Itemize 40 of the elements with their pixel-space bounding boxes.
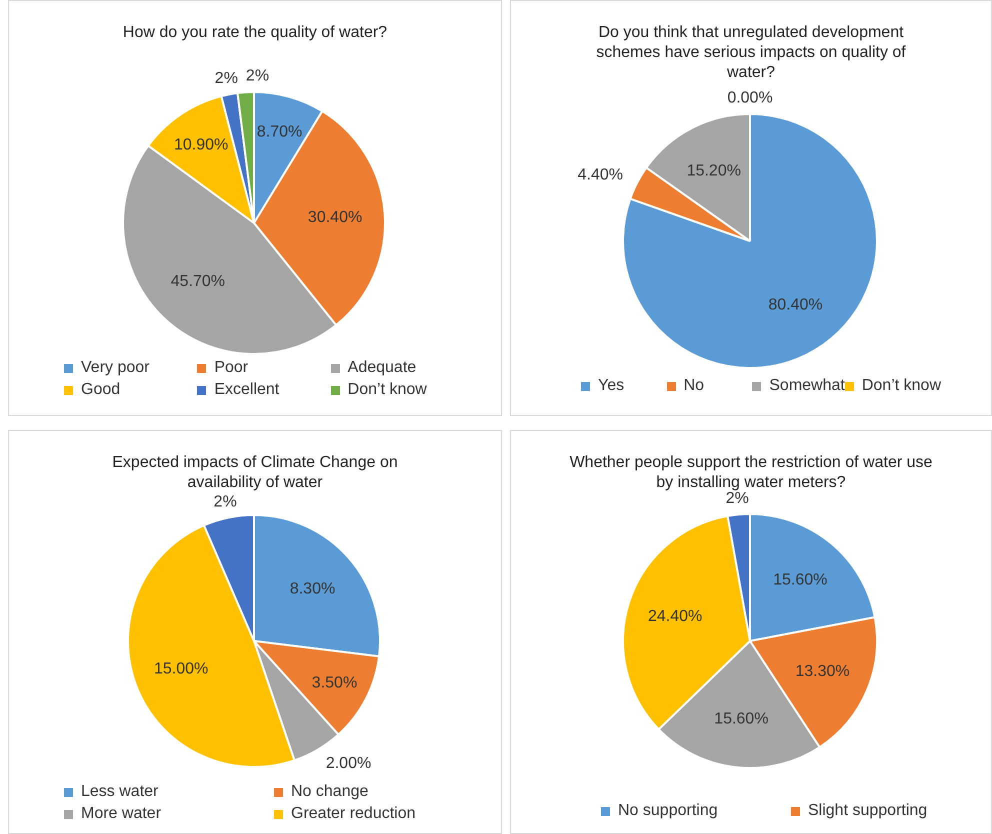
data-label: 24.40% <box>648 608 702 626</box>
legend-label: Adequate <box>348 359 416 377</box>
chart-title: Expected impacts of Climate Change on availability of water <box>111 453 399 493</box>
data-label: 2% <box>246 68 270 85</box>
data-label: 4.40% <box>578 166 624 184</box>
legend-label: Very poor <box>81 359 150 377</box>
legend-label: No supporting <box>618 802 718 820</box>
legend-label: No change <box>291 783 368 801</box>
legend-label: Good <box>81 381 120 399</box>
legend-label: Poor <box>214 359 248 377</box>
data-label: 15.20% <box>686 162 741 180</box>
chart-title: Whether people support the restriction of water use by installing water meters? <box>568 453 934 492</box>
legend-label: Greater reduction <box>291 805 416 823</box>
legend-label: Less water <box>81 783 158 801</box>
legend-label: Don’t know <box>862 377 941 395</box>
text: 0.00% <box>727 89 773 106</box>
data-label: 2.00% <box>326 754 372 772</box>
chart-title: Do you think that unregulated development schemes have serious impacts on quality of water? <box>595 23 907 83</box>
data-label: 2% <box>214 493 237 510</box>
legend-label: Slight supporting <box>808 802 928 820</box>
legend-label: No <box>684 377 704 395</box>
legend-label: More water <box>81 805 162 823</box>
chart-title: How do you rate the quality of water? <box>122 23 388 43</box>
data-label: 15.60% <box>773 572 828 589</box>
data-label: 2% <box>726 490 749 507</box>
data-label: 13.30% <box>795 663 850 680</box>
data-label: 15.60% <box>714 710 768 728</box>
legend-label: Don’t know <box>348 381 427 399</box>
legend-label: Excellent <box>214 381 280 399</box>
data-label: 3.50% <box>312 674 358 692</box>
data-label: 10.90% <box>174 136 228 154</box>
legend-label: Yes <box>598 377 624 395</box>
data-label: 30.40% <box>308 209 362 226</box>
data-label: 2% <box>214 70 238 88</box>
legend-label: Somewhat <box>769 377 845 395</box>
data-label: 45.70% <box>170 273 226 290</box>
data-label: 8.70% <box>256 124 302 141</box>
data-label: 80.40% <box>768 296 823 314</box>
data-label: 8.30% <box>290 580 336 598</box>
data-label: 15.00% <box>154 660 208 678</box>
